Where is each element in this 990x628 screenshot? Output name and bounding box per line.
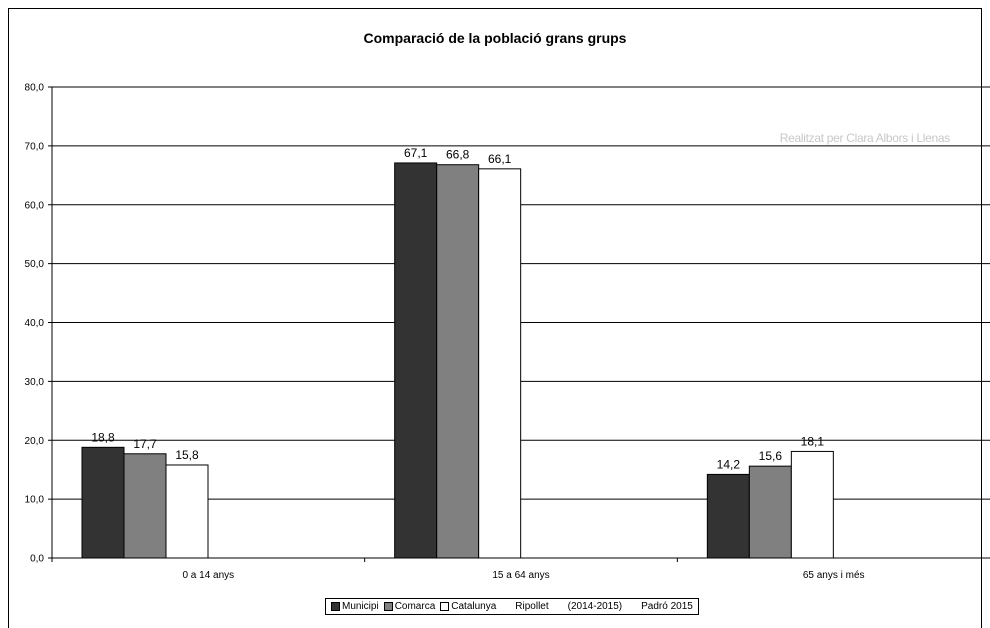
bar-catalunya — [478, 168, 522, 559]
chart-title: Comparació de la població grans grups — [363, 30, 627, 46]
data-label: 67,1 — [404, 146, 428, 160]
legend-item-municipi: Municipi — [331, 599, 379, 614]
legend-swatch-catalunya — [440, 602, 450, 611]
legend-label-comarca: Comarca — [394, 601, 436, 612]
data-label: 15,8 — [175, 448, 199, 462]
data-label: 14,2 — [717, 457, 741, 471]
y-tick-label: 0,0 — [30, 554, 44, 565]
bar-municipi — [706, 473, 750, 559]
legend-swatch-municipi — [331, 602, 340, 611]
legend-text-period: (2014-2015) — [567, 601, 623, 612]
data-label: 66,1 — [488, 152, 512, 166]
data-label: 66,8 — [446, 148, 470, 162]
x-tick-label: 0 a 14 anys — [182, 570, 234, 581]
legend-item-catalunya: Catalunya — [440, 599, 496, 614]
x-tick-label: 65 anys i més — [803, 570, 865, 581]
legend-label-catalunya: Catalunya — [451, 601, 497, 612]
y-tick-label: 70,0 — [25, 141, 45, 152]
legend-swatch-comarca — [383, 602, 393, 611]
bar-comarca — [123, 453, 167, 559]
y-tick-label: 80,0 — [25, 83, 45, 94]
legend-label-municipi: Municipi — [342, 601, 379, 612]
bar-municipi — [394, 162, 438, 559]
legend-text-source: Padró 2015 — [641, 601, 693, 612]
y-tick-label: 20,0 — [25, 436, 45, 447]
data-label: 18,1 — [801, 434, 825, 448]
watermark-text: Realitzat per Clara Albors i Llenas — [779, 131, 951, 145]
y-tick-label: 60,0 — [25, 200, 45, 211]
y-tick-label: 10,0 — [25, 495, 45, 506]
bar-catalunya — [790, 450, 834, 559]
bar-comarca — [748, 465, 792, 559]
legend: Municipi Comarca Catalunya Ripollet (201… — [325, 598, 699, 615]
bar-comarca — [436, 164, 480, 559]
bar-catalunya — [165, 464, 209, 559]
x-tick-label: 15 a 64 anys — [492, 570, 549, 581]
y-tick-label: 40,0 — [25, 318, 45, 329]
legend-text-place: Ripollet — [515, 601, 549, 612]
data-label: 17,7 — [133, 437, 157, 451]
legend-item-comarca: Comarca — [383, 599, 436, 614]
y-tick-label: 50,0 — [25, 259, 45, 270]
y-tick-label: 30,0 — [25, 377, 45, 388]
data-label: 15,6 — [759, 449, 783, 463]
data-label: 18,8 — [91, 430, 115, 444]
bar-municipi — [81, 446, 125, 559]
